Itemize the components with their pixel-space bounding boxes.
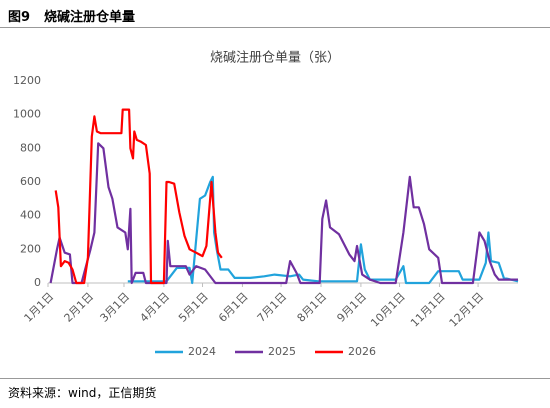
x-tick-label: 8月1日 (295, 290, 330, 325)
series-line (54, 108, 223, 285)
figure-header: 图9 烧碱注册仓单量 (8, 6, 149, 25)
x-tick-label: 3月1日 (98, 290, 133, 325)
y-tick-label: 1000 (13, 108, 41, 121)
series-line (49, 142, 518, 285)
y-tick-label: 200 (20, 242, 41, 255)
y-tick-label: 800 (20, 141, 41, 154)
legend-label: 2024 (188, 345, 216, 358)
y-tick-label: 400 (20, 209, 41, 222)
y-tick-label: 1200 (13, 74, 41, 87)
x-tick-label: 5月1日 (176, 290, 211, 325)
figure-label: 图9 (8, 10, 31, 25)
rule (0, 378, 550, 379)
chart-title: 烧碱注册仓单量（张） (210, 51, 340, 66)
x-tick-label: 7月1日 (255, 290, 290, 325)
x-tick-label: 11月1日 (408, 290, 448, 330)
x-tick-label: 1月1日 (22, 290, 57, 325)
x-tick-label: 6月1日 (216, 290, 251, 325)
y-tick-label: 600 (20, 175, 41, 188)
x-tick-label: 2月1日 (62, 290, 97, 325)
x-tick-label: 12月1日 (447, 290, 487, 330)
x-tick-label: 9月1日 (334, 290, 369, 325)
rule (0, 27, 550, 28)
source-note: 资料来源：wind，正信期货 (8, 386, 157, 400)
legend-label: 2026 (348, 345, 376, 358)
y-tick-label: 0 (34, 276, 41, 289)
x-tick-label: 10月1日 (368, 290, 408, 330)
figure-title: 烧碱注册仓单量 (44, 10, 136, 25)
x-tick-label: 4月1日 (137, 290, 172, 325)
legend-label: 2025 (268, 345, 296, 358)
